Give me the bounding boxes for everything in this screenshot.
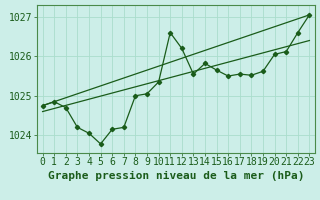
X-axis label: Graphe pression niveau de la mer (hPa): Graphe pression niveau de la mer (hPa) <box>48 171 304 181</box>
